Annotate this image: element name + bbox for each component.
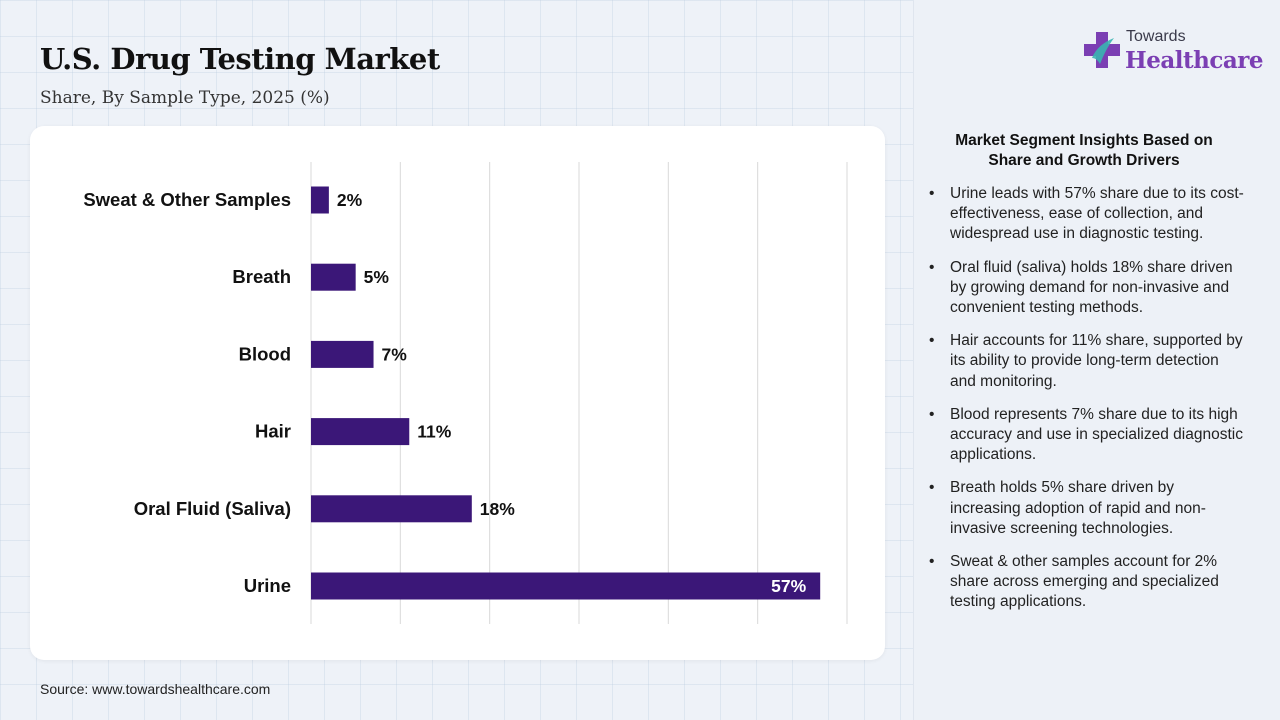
bar: [311, 418, 410, 446]
value-label: 57%: [771, 576, 806, 596]
insight-item: Oral fluid (saliva) holds 18% share driv…: [926, 258, 1246, 319]
bar: [311, 572, 821, 600]
category-label: Blood: [239, 343, 291, 364]
bar: [311, 340, 374, 368]
category-label: Breath: [232, 266, 291, 287]
insight-item: Breath holds 5% share driven by increasi…: [926, 478, 1246, 539]
insights-list: Urine leads with 57% share due to its co…: [926, 184, 1246, 626]
source-note: Source: www.towardshealthcare.com: [40, 681, 271, 697]
page-subtitle: Share, By Sample Type, 2025 (%): [40, 88, 330, 108]
category-label: Oral Fluid (Saliva): [134, 498, 291, 519]
insight-item: Urine leads with 57% share due to its co…: [926, 184, 1246, 245]
value-label: 7%: [382, 344, 408, 364]
bar-chart: Sweat & Other Samples 2% Breath 5% Blood 7% Ha…: [83, 162, 848, 624]
chart-card: Sweat & Other Samples 2% Breath 5% Blood 7% Ha…: [30, 126, 885, 660]
category-label: Hair: [255, 421, 291, 442]
bar: [311, 263, 356, 291]
brand-small-text: Towards: [1126, 28, 1186, 45]
medical-cross-icon: [1084, 32, 1120, 68]
category-label: Sweat & Other Samples: [83, 189, 291, 210]
insights-title: Market Segment Insights Based on Share a…: [955, 132, 1213, 169]
page-title: U.S. Drug Testing Market: [40, 42, 440, 76]
value-label: 11%: [417, 422, 451, 442]
bar: [311, 495, 472, 523]
value-label: 18%: [480, 499, 515, 519]
value-label: 5%: [364, 267, 390, 287]
insight-item: Hair accounts for 11% share, supported b…: [926, 331, 1246, 392]
value-label: 2%: [337, 190, 363, 210]
insight-item: Sweat & other samples account for 2% sha…: [926, 552, 1246, 613]
insight-item: Blood represents 7% share due to its hig…: [926, 405, 1246, 466]
category-label: Urine: [244, 575, 291, 596]
insights-panel: Towards Healthcare Market Segment Insigh…: [913, 0, 1280, 720]
brand-logo[interactable]: Towards Healthcare: [1082, 28, 1272, 78]
bar: [311, 186, 329, 214]
brand-big-text: Healthcare: [1125, 47, 1264, 74]
